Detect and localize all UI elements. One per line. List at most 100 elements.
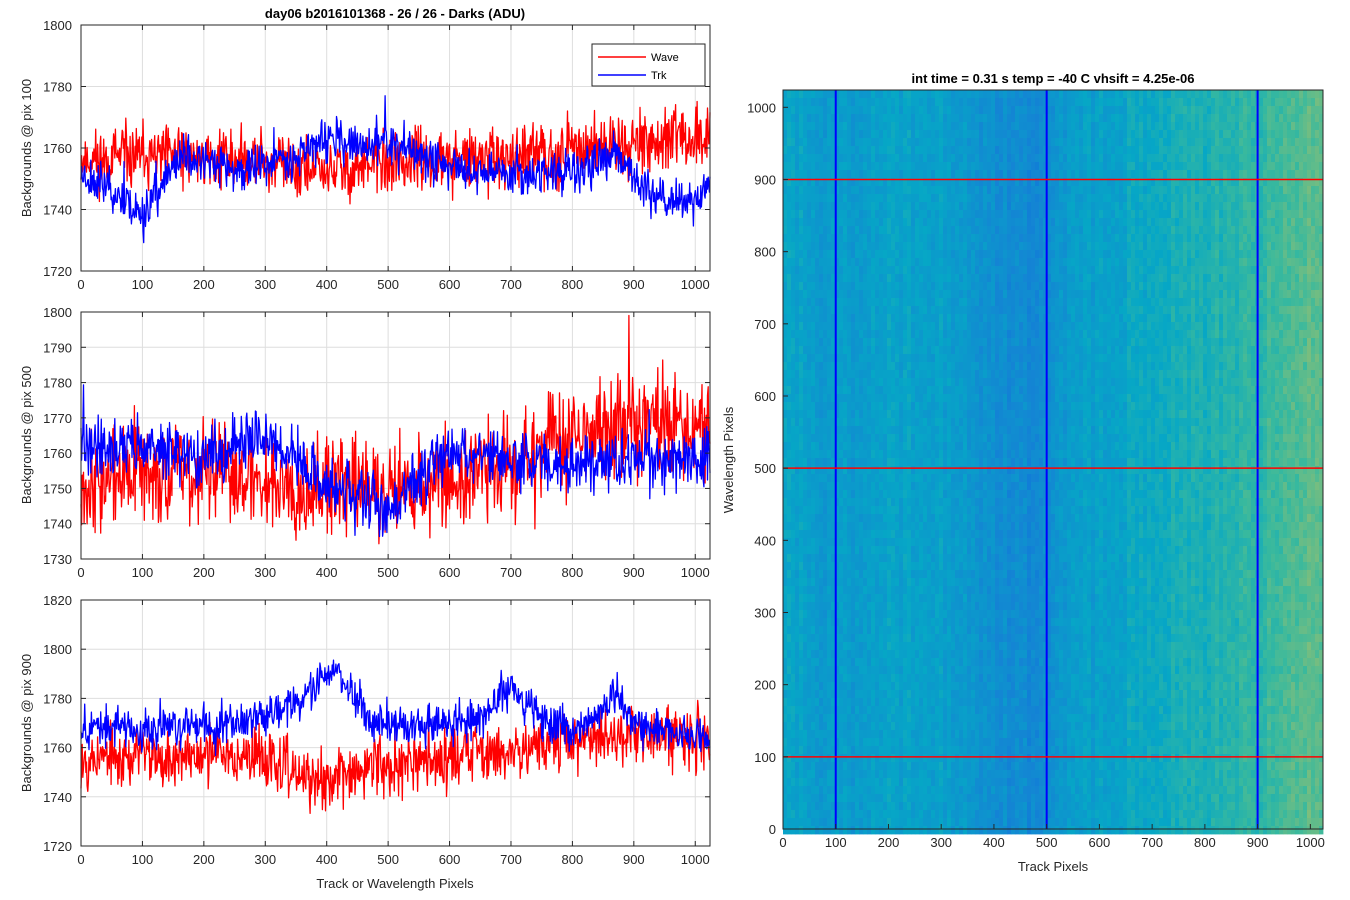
- heatmap-cell: [983, 210, 988, 219]
- heatmap-cell: [847, 530, 852, 539]
- heatmap-cell: [883, 394, 888, 403]
- heatmap-cell: [951, 674, 956, 683]
- heatmap-cell: [875, 434, 880, 443]
- heatmap-cell: [851, 426, 856, 435]
- heatmap-cell: [979, 298, 984, 307]
- heatmap-cell: [871, 482, 876, 491]
- heatmap-cell: [899, 514, 904, 523]
- heatmap-cell: [911, 338, 916, 347]
- y-tick-label: 1800: [43, 305, 72, 320]
- heatmap-cell: [891, 738, 896, 747]
- heatmap-cell: [803, 690, 808, 699]
- heatmap-cell: [919, 386, 924, 395]
- heatmap-cell: [903, 162, 908, 171]
- heatmap-cell: [903, 170, 908, 179]
- heatmap-cell: [959, 210, 964, 219]
- heatmap-cell: [819, 458, 824, 467]
- heatmap-cell: [899, 178, 904, 187]
- heatmap-cell: [819, 586, 824, 595]
- heatmap-cell: [795, 562, 800, 571]
- heatmap-cell: [899, 602, 904, 611]
- heatmap-cell: [867, 570, 872, 579]
- heatmap-cell: [891, 250, 896, 259]
- heatmap-cell: [887, 498, 892, 507]
- heatmap-cell: [967, 642, 972, 651]
- heatmap-cell: [867, 290, 872, 299]
- heatmap-cell: [975, 90, 980, 99]
- heatmap-cell: [847, 426, 852, 435]
- heatmap-cell: [947, 98, 952, 107]
- heatmap-cell: [947, 610, 952, 619]
- heatmap-cell: [955, 506, 960, 515]
- heatmap-cell: [803, 802, 808, 811]
- heatmap-cell: [843, 690, 848, 699]
- heatmap-cell: [783, 826, 788, 835]
- heatmap-cell: [963, 442, 968, 451]
- heatmap-cell: [787, 282, 792, 291]
- heatmap-cell: [843, 810, 848, 819]
- heatmap-cell: [935, 242, 940, 251]
- heatmap-cell: [935, 274, 940, 283]
- heatmap-cell: [799, 162, 804, 171]
- heatmap-cell: [935, 98, 940, 107]
- heatmap-cell: [899, 650, 904, 659]
- heatmap-cell: [819, 482, 824, 491]
- heatmap-cell: [927, 338, 932, 347]
- heatmap-cell: [947, 218, 952, 227]
- heatmap-cell: [807, 458, 812, 467]
- heatmap-cell: [827, 658, 832, 667]
- heatmap-cell: [979, 738, 984, 747]
- heatmap-cell: [923, 138, 928, 147]
- heatmap-cell: [947, 122, 952, 131]
- heatmap-cell: [807, 106, 812, 115]
- heatmap-cell: [935, 210, 940, 219]
- heatmap-cell: [815, 146, 820, 155]
- heatmap-cell: [959, 314, 964, 323]
- heatmap-cell: [911, 146, 916, 155]
- heatmap-cell: [887, 474, 892, 483]
- heatmap-cell: [887, 410, 892, 419]
- heatmap-cell: [911, 386, 916, 395]
- heatmap-cell: [875, 458, 880, 467]
- heatmap-cell: [903, 450, 908, 459]
- heatmap-cell: [787, 546, 792, 555]
- legend-box: [591, 43, 706, 87]
- heatmap-cell: [959, 586, 964, 595]
- ticks: 0 100 200 300 400 500 600 700 800 900 100017201740…: [43, 18, 710, 292]
- heatmap-cell: [847, 650, 852, 659]
- heatmap-cell: [839, 530, 844, 539]
- heatmap-cell: [931, 410, 936, 419]
- heatmap-cell: [899, 610, 904, 619]
- legend-trk-label: Trk: [651, 70, 667, 82]
- heatmap-cell: [807, 698, 812, 707]
- heatmap-cell: [959, 610, 964, 619]
- heatmap-cell: [919, 754, 924, 763]
- heatmap-cell: [975, 626, 980, 635]
- heatmap-cell: [827, 154, 832, 163]
- heatmap-cell: [803, 634, 808, 643]
- heatmap-cell: [795, 634, 800, 643]
- heatmap-cell: [787, 466, 792, 475]
- heatmap-cell: [927, 186, 932, 195]
- heatmap-cell: [863, 378, 868, 387]
- heatmap-cell: [871, 394, 876, 403]
- heatmap-cell: [819, 778, 824, 787]
- heatmap-cell: [943, 362, 948, 371]
- heatmap-cell: [943, 282, 948, 291]
- heatmap-cell: [843, 178, 848, 187]
- heatmap-cell: [959, 826, 964, 835]
- heatmap-cell: [919, 554, 924, 563]
- heatmap-cell: [983, 594, 988, 603]
- heatmap-cell: [923, 746, 928, 755]
- heatmap-cell: [943, 538, 948, 547]
- heatmap-cell: [783, 122, 788, 131]
- heatmap-cell: [783, 618, 788, 627]
- heatmap-cell: [967, 578, 972, 587]
- heatmap-cell: [819, 170, 824, 179]
- heatmap-cell: [927, 162, 932, 171]
- heatmap-cell: [819, 154, 824, 163]
- heatmap-cell: [923, 146, 928, 155]
- heatmap-cell: [859, 98, 864, 107]
- heatmap-cell: [883, 602, 888, 611]
- heatmap-cell: [931, 826, 936, 835]
